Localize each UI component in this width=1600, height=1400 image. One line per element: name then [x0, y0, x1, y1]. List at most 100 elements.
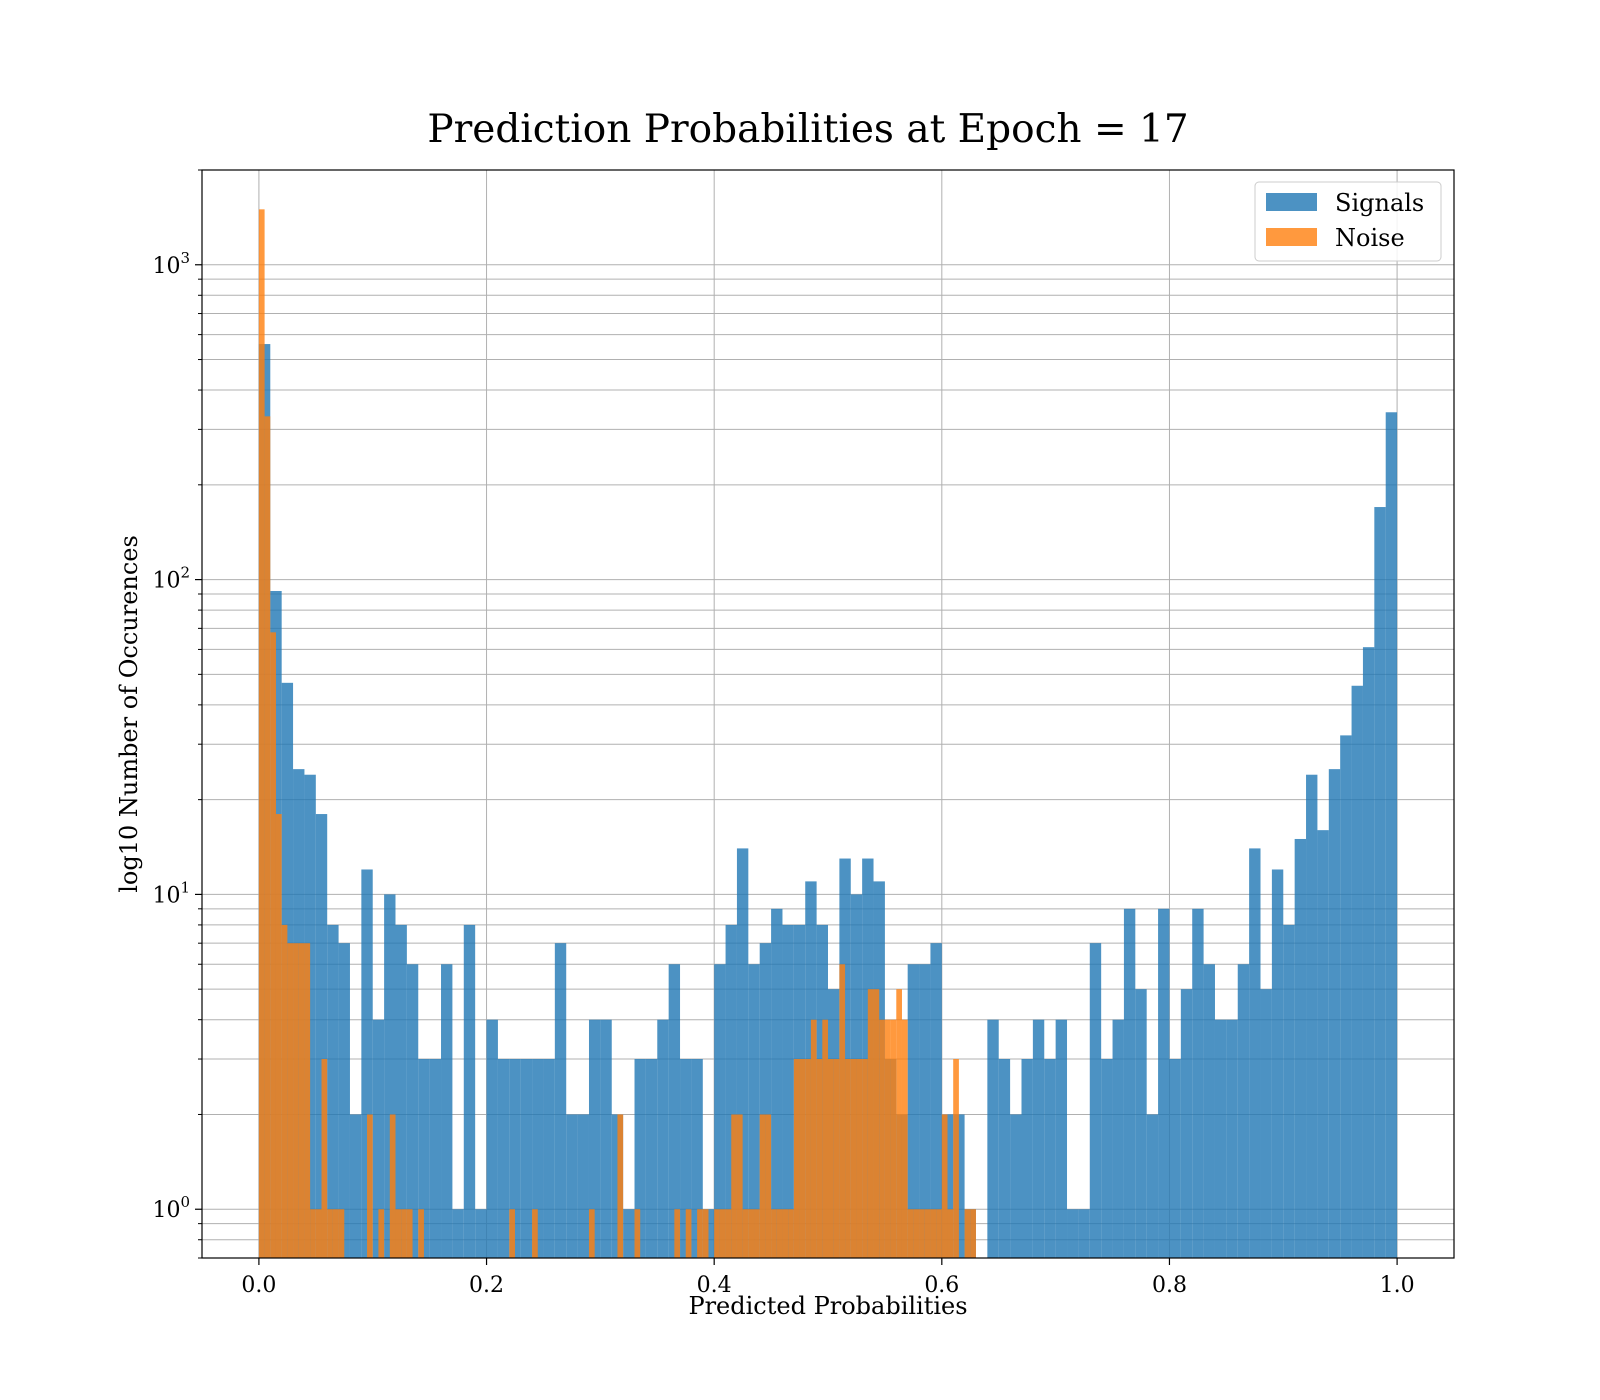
noise-bar: [936, 1209, 942, 1258]
noise-bar: [725, 1209, 732, 1258]
signals-bar: [441, 964, 453, 1258]
signals-bar: [543, 1059, 555, 1258]
noise-bar: [418, 1209, 424, 1258]
signals-bar: [497, 1059, 510, 1258]
x-tick-label: 0.6: [924, 1273, 959, 1298]
signals-bar: [1078, 1209, 1090, 1258]
noise-bar: [321, 1059, 328, 1258]
signals-bar: [919, 964, 931, 1258]
signals-bar: [1112, 1019, 1124, 1258]
signals-bar: [1328, 769, 1341, 1258]
signals-bar: [1158, 908, 1170, 1258]
noise-bar: [970, 1209, 976, 1258]
plot-frame: [201, 169, 1455, 1259]
noise-bar: [731, 1114, 737, 1258]
signals-bar: [1203, 964, 1215, 1258]
signals-bar: [748, 964, 760, 1258]
signals-bar: [725, 924, 737, 1258]
noise-bar: [310, 1209, 316, 1258]
signals-bar: [782, 924, 794, 1258]
signals-bar: [634, 1059, 646, 1258]
noise-bar: [873, 989, 880, 1258]
noise-bar: [287, 943, 294, 1258]
signals-bar: [509, 1059, 521, 1258]
signals-bar: [520, 1059, 533, 1258]
noise-bar: [389, 1114, 396, 1258]
signals-bar: [1180, 989, 1193, 1258]
signals-bar: [987, 1019, 999, 1258]
noise-bar: [367, 1114, 373, 1258]
signals-bar: [349, 1114, 362, 1258]
noise-bar: [924, 1209, 931, 1258]
noise-bar: [788, 1209, 794, 1258]
x-tick-label: 0.4: [697, 1273, 732, 1298]
x-tick-label: 0.8: [1152, 1273, 1187, 1298]
y-tick-label: 100: [152, 1193, 190, 1223]
noise-bar: [327, 1209, 333, 1258]
noise-bar: [748, 1209, 755, 1258]
legend-signals-swatch: [1266, 193, 1317, 211]
signals-bar: [691, 1059, 703, 1258]
signals-bar: [1214, 1019, 1227, 1258]
signals-bar: [532, 1059, 544, 1258]
signals-bar: [1169, 1059, 1181, 1258]
signals-bar: [1146, 1114, 1159, 1258]
signals-bar: [1101, 1059, 1113, 1258]
signals-bar: [1340, 735, 1352, 1258]
signals-bar: [361, 869, 373, 1258]
signals-bar: [1226, 1019, 1238, 1258]
noise-bars: [258, 209, 976, 1258]
signals-bar: [623, 1209, 635, 1258]
signals-bar: [372, 1019, 385, 1258]
noise-bar: [765, 1114, 772, 1258]
signals-bar: [406, 964, 419, 1258]
legend-signals-label: Signals: [1335, 189, 1424, 217]
noise-bar: [258, 209, 265, 1258]
noise-bar: [799, 1059, 806, 1258]
signals-bar: [680, 1059, 692, 1258]
noise-bar: [293, 943, 299, 1258]
y-tick-label: 103: [152, 249, 190, 279]
noise-bar: [378, 1209, 385, 1258]
legend: Signals Noise: [1254, 181, 1442, 262]
noise-bar: [884, 1019, 891, 1258]
signals-bar: [1032, 1019, 1045, 1258]
noise-bar: [634, 1209, 641, 1258]
signals-bar: [327, 924, 339, 1258]
signals-bar: [1260, 989, 1272, 1258]
noise-bar: [338, 1209, 345, 1258]
signals-bar: [452, 1209, 464, 1258]
signals-bar: [1135, 989, 1147, 1258]
signals-bar: [577, 1114, 589, 1258]
noise-bar: [759, 1114, 766, 1258]
signals-bar: [736, 848, 749, 1258]
signals-bar: [645, 1059, 658, 1258]
signals-bar: [588, 1019, 601, 1258]
signals-bar: [1123, 908, 1136, 1258]
noise-bar: [532, 1209, 538, 1258]
signals-bar: [600, 1019, 612, 1258]
y-tick-label: 102: [152, 564, 190, 594]
y-axis-ticks: 100 101 102 103: [152, 169, 202, 1259]
signals-bar: [1044, 1059, 1056, 1258]
x-tick-label: 1.0: [1380, 1273, 1415, 1298]
signals-bar: [657, 1019, 669, 1258]
signals-bar: [1010, 1114, 1022, 1258]
noise-bar: [930, 1209, 937, 1258]
signals-bar: [668, 964, 681, 1258]
signals-bar: [315, 814, 328, 1258]
x-tick-label: 0.2: [469, 1273, 504, 1298]
signals-bar: [1351, 685, 1363, 1258]
noise-bar: [901, 1019, 908, 1258]
noise-bar: [714, 1209, 720, 1258]
noise-bar: [805, 1059, 811, 1258]
noise-bar: [754, 1209, 760, 1258]
signals-bar: [1192, 908, 1204, 1258]
noise-bar: [771, 1209, 777, 1258]
noise-bar: [867, 989, 874, 1258]
noise-bar: [776, 1209, 783, 1258]
x-axis-label: Predicted Probabilities: [688, 1292, 967, 1320]
signals-bar: [998, 1059, 1011, 1258]
signals-bar: [1385, 412, 1398, 1258]
